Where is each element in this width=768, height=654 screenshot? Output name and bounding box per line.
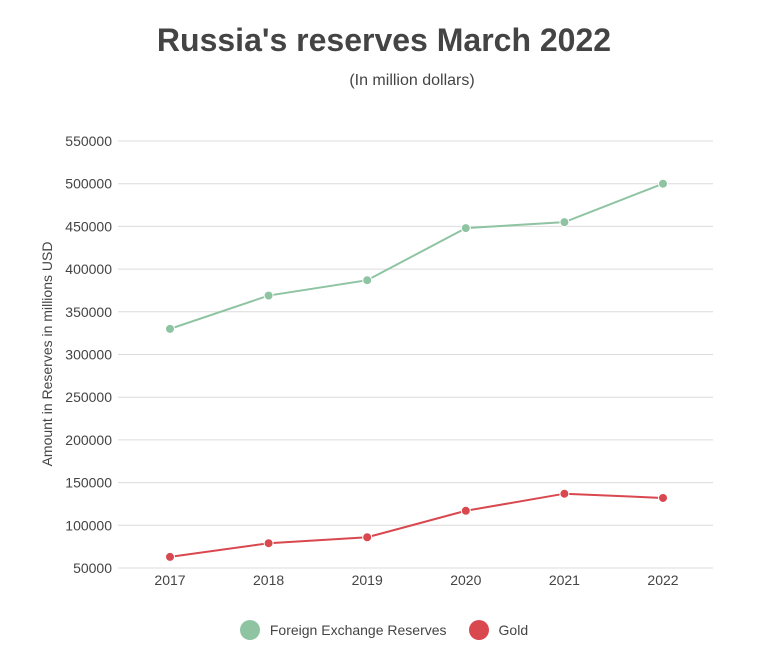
data-point-foreign-exchange-reserves[interactable] <box>263 290 274 301</box>
data-point-foreign-exchange-reserves[interactable] <box>559 217 570 228</box>
y-tick-label: 50000 <box>73 560 112 576</box>
y-tick-label: 300000 <box>65 347 112 363</box>
line-chart: 50000 100000 150000 200000 250000 300000 35000… <box>39 133 713 588</box>
y-tick-label: 200000 <box>65 432 112 448</box>
legend-item-gold[interactable]: Gold <box>468 620 529 640</box>
x-tick-label: 2022 <box>647 572 678 588</box>
y-tick-label: 350000 <box>65 304 112 320</box>
data-point-foreign-exchange-reserves[interactable] <box>362 275 373 286</box>
data-point-gold[interactable] <box>658 492 668 503</box>
data-point-gold[interactable] <box>263 538 274 549</box>
legend-label-gold: Gold <box>498 622 529 638</box>
x-tick-label: 2017 <box>154 572 185 588</box>
gridlines <box>118 140 713 569</box>
y-tick-label: 500000 <box>65 176 112 192</box>
series-line-gold <box>169 492 664 558</box>
data-point-gold[interactable] <box>460 505 471 516</box>
y-tick-label: 100000 <box>65 517 112 533</box>
x-tick-label: 2020 <box>450 572 481 588</box>
data-point-gold[interactable] <box>559 488 570 499</box>
x-tick-label: 2019 <box>352 572 383 588</box>
legend-marker-gold <box>468 620 489 640</box>
y-axis-title: Amount in Reserves in millions USD <box>39 242 55 467</box>
legend-marker-foreign-exchange <box>239 620 260 640</box>
x-tick-label: 2021 <box>549 572 580 588</box>
data-point-foreign-exchange-reserves[interactable] <box>658 178 668 189</box>
data-point-gold[interactable] <box>165 551 175 562</box>
legend-item-foreign-exchange[interactable]: Foreign Exchange Reserves <box>239 620 447 640</box>
chart-subtitle: (In million dollars) <box>349 72 475 89</box>
legend-label-foreign-exchange: Foreign Exchange Reserves <box>269 622 447 638</box>
series-line-foreign-exchange-reserves <box>169 182 664 330</box>
y-axis-ticks: 50000 100000 150000 200000 250000 300000 35000… <box>65 133 112 576</box>
x-tick-label: 2018 <box>253 572 284 588</box>
series-layer <box>165 178 668 562</box>
data-point-foreign-exchange-reserves[interactable] <box>460 223 471 234</box>
data-point-gold[interactable] <box>362 532 373 543</box>
data-point-foreign-exchange-reserves[interactable] <box>165 323 175 334</box>
y-tick-label: 450000 <box>65 218 112 234</box>
y-tick-label: 250000 <box>65 389 112 405</box>
y-tick-label: 400000 <box>65 261 112 277</box>
y-tick-label: 550000 <box>65 133 112 149</box>
y-tick-label: 150000 <box>65 475 112 491</box>
legend: Foreign Exchange Reserves Gold <box>0 620 768 640</box>
chart-title: Russia's reserves March 2022 <box>156 22 612 58</box>
x-axis-ticks: 2017 2018 2019 2020 2021 2022 <box>154 572 678 588</box>
